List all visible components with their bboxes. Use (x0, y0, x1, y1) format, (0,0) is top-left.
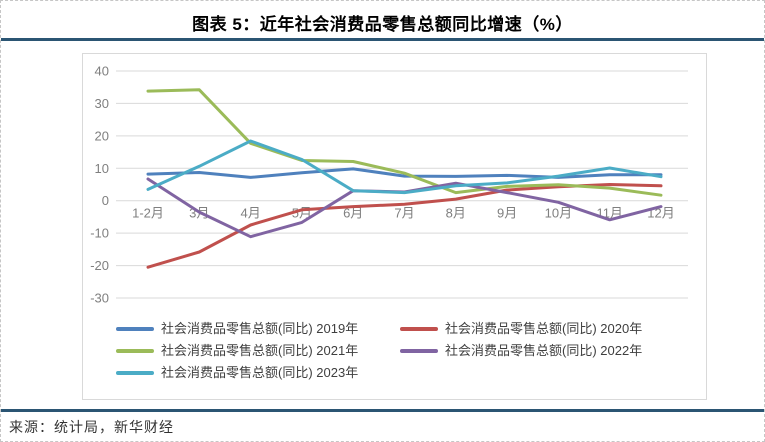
x-axis-tick-label: 1-2月 (132, 206, 164, 221)
legend-item: 社会消费品零售总额(同比) 2021年 (116, 343, 400, 359)
legend-item: 社会消费品零售总额(同比) 2023年 (116, 365, 400, 381)
legend-label: 社会消费品零售总额(同比) 2021年 (161, 343, 359, 358)
series-line (146, 139, 663, 195)
x-axis-tick-label: 6月 (343, 206, 363, 221)
y-axis-tick-label: 40 (95, 64, 109, 79)
x-axis-tick-label: 10月 (545, 206, 572, 221)
y-axis-tick-label: -10 (90, 226, 109, 241)
legend-marker (400, 327, 438, 331)
x-axis-tick-label: 7月 (394, 206, 414, 221)
y-axis-tick-label: 20 (95, 128, 109, 143)
figure-title: 图表 5：近年社会消费品零售总额同比增速（%） (192, 15, 573, 34)
source-text: 来源：统计局，新华财经 (9, 419, 174, 435)
x-axis-tick-label: 8月 (446, 206, 466, 221)
legend-item: 社会消费品零售总额(同比) 2020年 (400, 321, 642, 337)
series-line (146, 167, 663, 179)
legend-label: 社会消费品零售总额(同比) 2020年 (445, 321, 643, 336)
title-divider (1, 38, 764, 41)
chart-legend: 社会消费品零售总额(同比) 2019年 社会消费品零售总额(同比) 2020年 社会… (116, 321, 642, 381)
y-axis-tick-label: 30 (95, 96, 109, 111)
legend-item: 社会消费品零售总额(同比) 2022年 (400, 343, 642, 359)
legend-label: 社会消费品零售总额(同比) 2023年 (161, 365, 359, 380)
footer-divider (1, 409, 764, 412)
legend-marker (400, 349, 438, 353)
y-axis-tick-label: 0 (102, 193, 109, 208)
y-axis-tick-label: 10 (95, 161, 109, 176)
legend-marker (116, 327, 154, 331)
legend-marker (116, 349, 154, 353)
y-axis-tick-label: -20 (90, 258, 109, 273)
legend-label: 社会消费品零售总额(同比) 2019年 (161, 321, 359, 336)
legend-marker (116, 371, 154, 375)
legend-item: 社会消费品零售总额(同比) 2019年 (116, 321, 400, 337)
chart-frame: 40 30 20 10 0 -10 -20 -30 1-2月 3月 4月 5月 6月 7月 8月 9月 10月 1… (82, 53, 707, 400)
series-line (146, 88, 663, 197)
x-axis-tick-label: 4月 (240, 206, 260, 221)
legend-label: 社会消费品零售总额(同比) 2022年 (445, 343, 643, 358)
y-axis-tick-label: -30 (90, 291, 109, 306)
x-axis-tick-label: 9月 (497, 206, 517, 221)
